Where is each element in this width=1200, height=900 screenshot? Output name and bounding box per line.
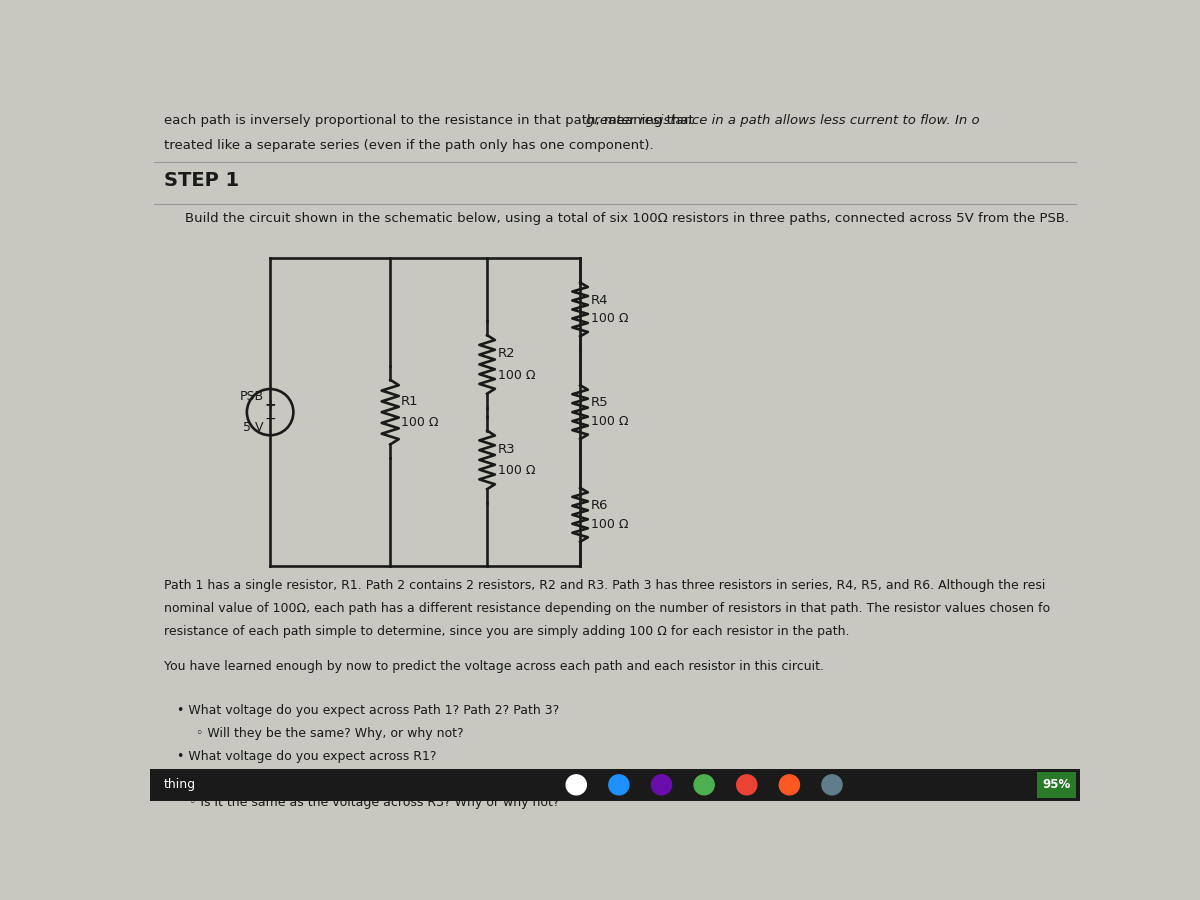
- Text: R2: R2: [498, 347, 516, 360]
- Text: +: +: [264, 398, 276, 412]
- Text: R4: R4: [590, 293, 608, 307]
- Circle shape: [608, 775, 629, 795]
- Text: R1: R1: [401, 395, 419, 408]
- Circle shape: [694, 775, 714, 795]
- Circle shape: [737, 775, 757, 795]
- Text: • What voltage do you expect across Path 1? Path 2? Path 3?: • What voltage do you expect across Path…: [178, 704, 559, 717]
- Text: each path is inversely proportional to the resistance in that path, meaning that: each path is inversely proportional to t…: [164, 114, 698, 127]
- Text: STEP 1: STEP 1: [164, 171, 239, 190]
- Text: treated like a separate series (even if the path only has one component).: treated like a separate series (even if …: [164, 139, 654, 152]
- Text: • What voltage do you expect across R2?: • What voltage do you expect across R2?: [178, 773, 437, 787]
- Text: nominal value of 100Ω, each path has a different resistance depending on the num: nominal value of 100Ω, each path has a d…: [164, 602, 1050, 616]
- Text: 5 V: 5 V: [244, 421, 264, 435]
- Text: 100 Ω: 100 Ω: [401, 417, 439, 429]
- Text: 100 Ω: 100 Ω: [590, 518, 629, 531]
- Circle shape: [652, 775, 672, 795]
- Text: R6: R6: [590, 500, 608, 512]
- Circle shape: [779, 775, 799, 795]
- Text: R5: R5: [590, 396, 608, 410]
- Text: ◦ Is it the same as the voltage across R3? Why or why not?: ◦ Is it the same as the voltage across R…: [188, 796, 559, 809]
- Text: PSB: PSB: [240, 390, 264, 403]
- FancyBboxPatch shape: [150, 108, 1080, 801]
- Text: resistance of each path simple to determine, since you are simply adding 100 Ω f: resistance of each path simple to determ…: [164, 626, 850, 638]
- FancyBboxPatch shape: [1037, 771, 1076, 798]
- FancyBboxPatch shape: [150, 769, 1080, 801]
- Text: ◦ Will they be the same? Why, or why not?: ◦ Will they be the same? Why, or why not…: [197, 727, 464, 740]
- Text: Path 1 has a single resistor, R1. Path 2 contains 2 resistors, R2 and R3. Path 3: Path 1 has a single resistor, R1. Path 2…: [164, 580, 1045, 592]
- Circle shape: [822, 775, 842, 795]
- Text: 100 Ω: 100 Ω: [498, 464, 535, 477]
- Text: 95%: 95%: [1043, 778, 1070, 791]
- Text: 100 Ω: 100 Ω: [590, 312, 629, 325]
- Text: You have learned enough by now to predict the voltage across each path and each : You have learned enough by now to predic…: [164, 660, 824, 673]
- Text: thing: thing: [164, 778, 196, 791]
- Text: • What voltage do you expect across R1?: • What voltage do you expect across R1?: [178, 751, 437, 763]
- Text: R3: R3: [498, 443, 516, 455]
- Text: 100 Ω: 100 Ω: [498, 369, 535, 382]
- Text: −: −: [264, 412, 276, 426]
- Text: greater resistance in a path allows less current to flow. In o: greater resistance in a path allows less…: [586, 114, 979, 127]
- Circle shape: [566, 775, 587, 795]
- Text: Build the circuit shown in the schematic below, using a total of six 100Ω resist: Build the circuit shown in the schematic…: [185, 212, 1069, 225]
- Text: 100 Ω: 100 Ω: [590, 415, 629, 428]
